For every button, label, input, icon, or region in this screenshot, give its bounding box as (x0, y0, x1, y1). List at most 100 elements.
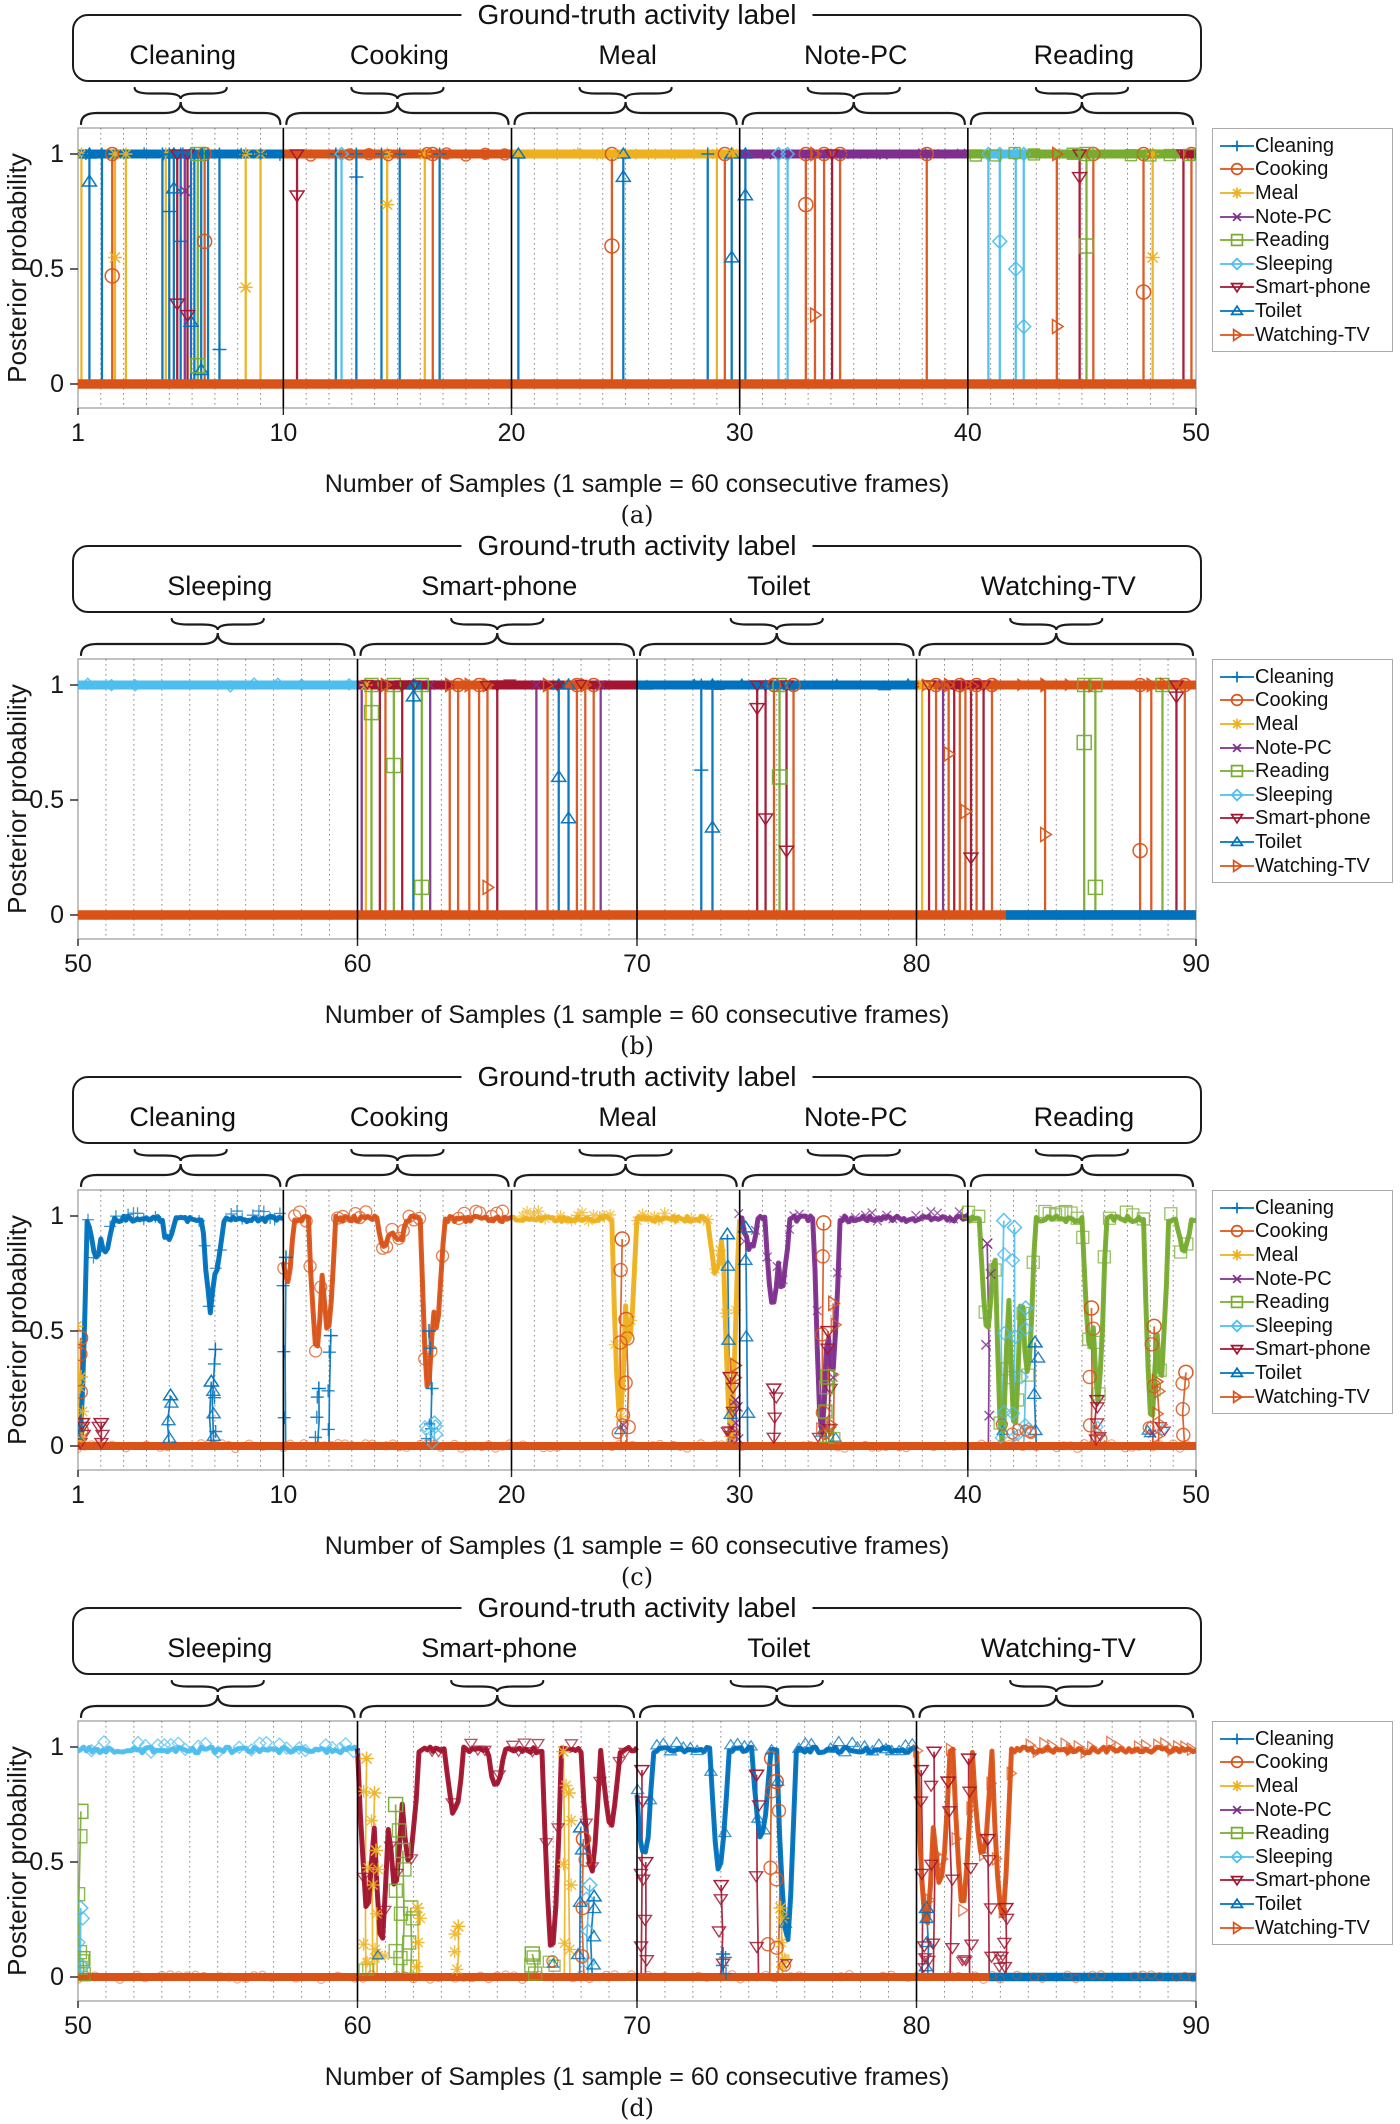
legend-item-reading: Reading (1219, 1821, 1388, 1845)
subplot-b: Ground-truth activity label Sleeping Smar… (0, 530, 1400, 1062)
y-tick-label: 1 (50, 1733, 64, 1761)
chart-svg: 1 10 20 30 40 50 0 0.5 1 Posterior probability (2, 1148, 1210, 1509)
label-brace (1034, 86, 1130, 100)
diamond-icon (1220, 257, 1254, 271)
segment-brace (359, 632, 636, 657)
x-tick-label: 30 (726, 419, 754, 447)
y-tick-label: 0.5 (29, 1848, 64, 1876)
legend-label: Smart-phone (1255, 807, 1371, 830)
label-brace (133, 1148, 228, 1162)
x-tick-label: 10 (269, 1481, 297, 1509)
legend-label: Cooking (1255, 1751, 1329, 1774)
x-icon (1220, 1274, 1254, 1284)
activity-segment-label: Smart-phone (421, 1633, 578, 1663)
x-tick-label: 90 (1182, 950, 1210, 978)
legend-item-cooking: Cooking (1219, 689, 1388, 713)
data-markers (78, 1734, 1196, 1984)
legend-label: Reading (1255, 229, 1330, 252)
legend-item-watching-tv: Watching-TV (1219, 854, 1388, 878)
legend-item-reading: Reading (1219, 759, 1388, 783)
triangle-up-icon (1220, 835, 1254, 847)
segment-braces (79, 86, 1195, 126)
y-tick-label: 1 (50, 1202, 64, 1230)
legend-item-toilet: Toilet (1219, 1892, 1388, 1916)
gridlines (100, 1190, 1174, 1470)
ground-truth-label-box: Ground-truth activity label Sleeping Smar… (72, 1592, 1202, 1675)
legend-item-sleeping: Sleeping (1219, 783, 1388, 807)
activity-segment-label: Note-PC (803, 1102, 908, 1132)
legend-item-smart-phone: Smart-phone (1219, 807, 1388, 831)
x-icon (1220, 743, 1254, 753)
legend-item-toilet: Toilet (1219, 1361, 1388, 1385)
y-tick-label: 0.5 (29, 1317, 64, 1345)
activity-segment-label: Meal (598, 40, 657, 70)
asterisk-icon (1220, 1249, 1254, 1261)
legend-label: Smart-phone (1255, 1869, 1371, 1892)
label-brace (170, 617, 265, 631)
y-tick-label: 1 (50, 671, 64, 699)
legend-item-sleeping: Sleeping (1219, 252, 1388, 276)
activity-segment-label: Sleeping (167, 571, 273, 601)
legend-label: Toilet (1255, 1892, 1302, 1915)
plus-icon (1220, 671, 1254, 683)
segment-separators (282, 1190, 969, 1470)
legend-label: Sleeping (1255, 1314, 1333, 1337)
chart-svg: 1 10 20 30 40 50 0 0.5 1 Posterior probability (2, 86, 1210, 447)
x-tick-label: 70 (623, 950, 651, 978)
activity-segment-label: Note-PC (803, 40, 908, 70)
ground-truth-title: Ground-truth activity label (461, 0, 813, 31)
x-tick-label: 50 (64, 2012, 92, 2040)
triangle-up-icon (1220, 1366, 1254, 1378)
legend-label: Watching-TV (1255, 323, 1370, 346)
legend-item-meal: Meal (1219, 1774, 1388, 1798)
x-tick-label: 80 (903, 950, 931, 978)
axes: 50 60 70 80 90 0 0.5 1 (29, 671, 1210, 978)
legend-label: Toilet (1255, 299, 1302, 322)
ground-truth-title: Ground-truth activity label (461, 1061, 813, 1093)
segment-brace (918, 632, 1195, 657)
legend-label: Note-PC (1255, 1267, 1332, 1290)
legend-item-smart-phone: Smart-phone (1219, 1869, 1388, 1893)
segment-brace (513, 1163, 738, 1188)
chart-svg: 50 60 70 80 90 0 0.5 1 Posterior probability (2, 1679, 1210, 2040)
segment-brace (638, 1694, 915, 1719)
circle-icon (1220, 694, 1254, 707)
legend-label: Meal (1255, 1243, 1299, 1266)
x-tick-label: 40 (954, 419, 982, 447)
x-tick-label: 1 (71, 1481, 85, 1509)
subplot-c: Ground-truth activity label Cleaning Cook… (0, 1061, 1400, 1593)
asterisk-icon (1220, 718, 1254, 730)
legend-item-cooking: Cooking (1219, 1751, 1388, 1775)
label-brace (806, 1148, 901, 1162)
ground-truth-label-box: Ground-truth activity label Sleeping Smar… (72, 530, 1202, 613)
segment-separators (282, 128, 969, 408)
activity-segment-label: Smart-phone (421, 571, 578, 601)
x-tick-label: 50 (64, 950, 92, 978)
subplot-caption: (d) (619, 2094, 655, 2122)
subplot-caption: (b) (619, 1032, 655, 1060)
activity-segment-label: Watching-TV (980, 1633, 1136, 1663)
legend-label: Watching-TV (1255, 854, 1370, 877)
y-axis-label: Posterior probability (2, 1746, 32, 1976)
chart-area: 1 10 20 30 40 50 0 0.5 1 Posterior probability Cl… (0, 1146, 1400, 1532)
x-axis-label: Number of Samples (1 sample = 60 consecu… (324, 1001, 950, 1029)
legend-label: Watching-TV (1255, 1916, 1370, 1939)
activity-segment-label: Cleaning (129, 1102, 236, 1132)
chart-area: 50 60 70 80 90 0 0.5 1 Posterior probability Cle… (0, 1677, 1400, 2063)
x-tick-label: 60 (344, 950, 372, 978)
legend-item-cooking: Cooking (1219, 1220, 1388, 1244)
legend-label: Note-PC (1255, 205, 1332, 228)
legend-label: Cleaning (1255, 134, 1334, 157)
diamond-icon (1220, 788, 1254, 802)
label-brace (133, 86, 228, 100)
segment-separators (356, 659, 918, 939)
legend-item-meal: Meal (1219, 181, 1388, 205)
legend: Cleaning Cooking Meal Note-PC Reading Sleepin… (1212, 128, 1393, 353)
x-icon (1220, 212, 1254, 222)
legend-item-meal: Meal (1219, 1243, 1388, 1267)
y-tick-label: 0 (50, 1432, 64, 1460)
square-icon (1220, 1826, 1254, 1840)
label-brace (450, 1679, 545, 1693)
